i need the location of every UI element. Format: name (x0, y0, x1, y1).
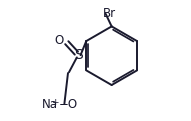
Text: Na: Na (42, 98, 58, 111)
Text: +: + (51, 98, 58, 107)
Text: S: S (74, 48, 83, 62)
Text: −O: −O (59, 98, 78, 111)
Text: O: O (55, 34, 64, 47)
Text: Br: Br (103, 7, 116, 20)
